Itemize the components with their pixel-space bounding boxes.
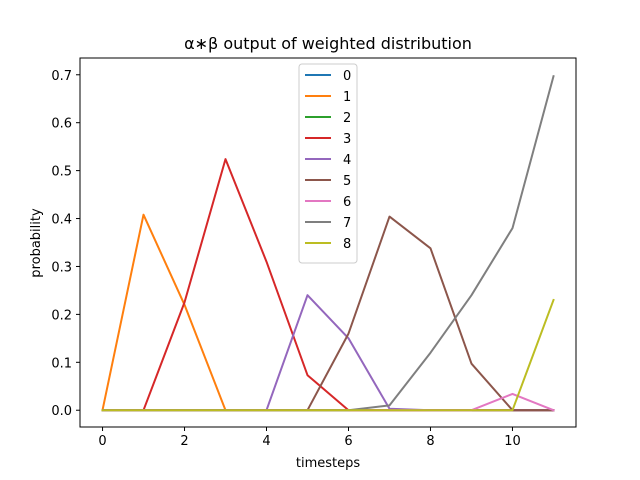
- chart-title: α∗β output of weighted distribution: [184, 34, 472, 53]
- y-tick-label: 0.2: [51, 308, 72, 323]
- legend-label-4: 4: [343, 153, 351, 168]
- y-tick-label: 0.6: [51, 117, 72, 132]
- x-tick-label: 8: [426, 434, 434, 449]
- legend-label-1: 1: [343, 90, 351, 105]
- x-tick-label: 4: [262, 434, 270, 449]
- y-axis-label: probability: [29, 208, 44, 278]
- series-line-8: [101, 298, 555, 412]
- legend-label-6: 6: [343, 195, 351, 210]
- legend-label-7: 7: [343, 216, 351, 231]
- x-tick-label: 2: [180, 434, 188, 449]
- y-tick-label: 0.1: [51, 356, 72, 371]
- y-tick-label: 0.7: [51, 69, 72, 84]
- legend-box: [298, 63, 358, 264]
- legend-label-8: 8: [343, 237, 351, 252]
- x-axis-label: timesteps: [296, 456, 360, 471]
- y-tick-label: 0.5: [51, 165, 72, 180]
- series-lines: [101, 74, 555, 412]
- x-axis: 0 2 4 6 8 10: [98, 427, 521, 449]
- legend-label-3: 3: [343, 132, 351, 147]
- legend: 0 1 2 3 4 5 6 7 8: [298, 63, 358, 264]
- x-tick-label: 10: [504, 434, 521, 449]
- y-axis: 0.0 0.1 0.2 0.3 0.4 0.5 0.6 0.7: [51, 69, 80, 419]
- x-tick-label: 6: [344, 434, 352, 449]
- x-tick-label: 0: [98, 434, 106, 449]
- legend-label-5: 5: [343, 174, 351, 189]
- y-tick-label: 0.3: [51, 260, 72, 275]
- y-tick-label: 0.4: [51, 213, 72, 228]
- legend-label-2: 2: [343, 111, 351, 126]
- y-tick-label: 0.0: [51, 404, 72, 419]
- legend-label-0: 0: [343, 69, 351, 84]
